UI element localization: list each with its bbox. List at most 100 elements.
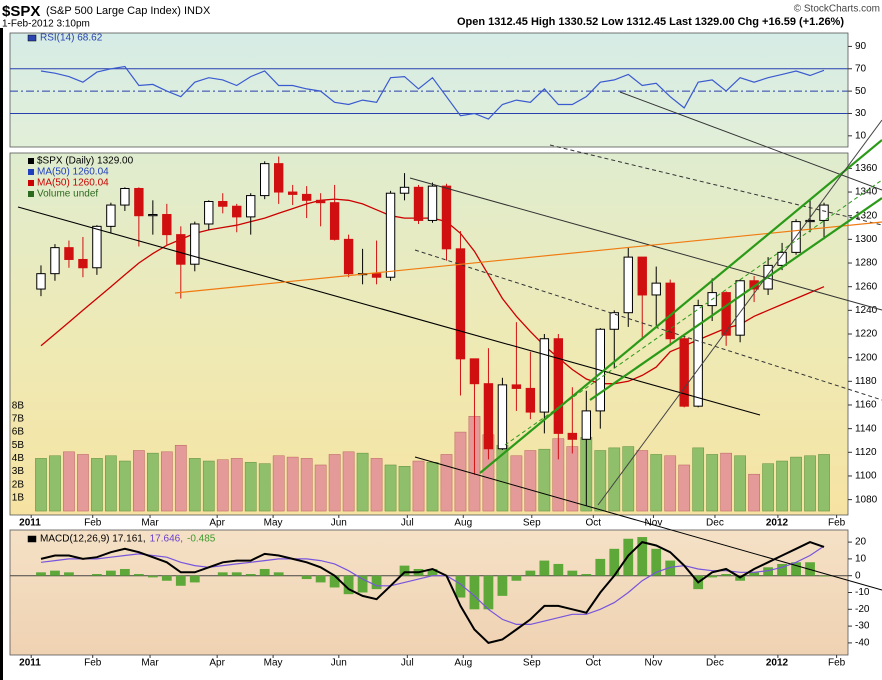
histogram-bar bbox=[259, 568, 270, 576]
date: 1-Feb-2012 3:10pm bbox=[2, 19, 90, 30]
y-tick-label: 50 bbox=[855, 86, 867, 97]
y-tick-label: 70 bbox=[855, 63, 867, 74]
histogram-bar bbox=[469, 575, 480, 610]
x-tick-label: Nov bbox=[645, 518, 663, 529]
candle-body bbox=[315, 199, 326, 204]
histogram-bar bbox=[805, 562, 815, 576]
x-tick-label: Jun bbox=[331, 518, 347, 529]
legend-label: $SPX (Daily) 1329.00 bbox=[37, 156, 134, 167]
left-edge bbox=[0, 28, 3, 680]
histogram-bar bbox=[273, 572, 284, 576]
candle-body bbox=[819, 204, 829, 221]
candle-body bbox=[371, 273, 382, 278]
volume-bar bbox=[636, 450, 649, 512]
volume-bar bbox=[202, 460, 215, 512]
histogram-bar bbox=[595, 558, 606, 576]
y-tick-label: -10 bbox=[855, 587, 870, 598]
x-tick-label: Jun bbox=[331, 658, 347, 669]
x-tick-label: Sep bbox=[523, 518, 541, 529]
y-tick-label: 0 bbox=[855, 570, 861, 581]
histogram-bar bbox=[36, 572, 46, 576]
y-tick-label: 1160 bbox=[855, 400, 877, 411]
volume-bar bbox=[398, 466, 411, 512]
volume-bar bbox=[804, 455, 816, 512]
candle-body bbox=[609, 312, 619, 330]
candle-body bbox=[204, 201, 214, 225]
volume-bar bbox=[720, 452, 732, 512]
volume-bar bbox=[594, 450, 607, 512]
x-tick-label: May bbox=[264, 518, 283, 529]
candle-body bbox=[721, 292, 731, 336]
quote: Open 1312.45 High 1330.52 Low 1312.45 La… bbox=[457, 16, 844, 28]
histogram-bar bbox=[525, 570, 536, 576]
legend-label: MA(50) 1260.04 bbox=[37, 178, 109, 189]
volume-bar bbox=[49, 455, 61, 512]
volume-bar bbox=[105, 455, 117, 512]
volume-bar bbox=[216, 459, 229, 512]
x-tick-label: Oct bbox=[586, 518, 602, 529]
histogram-bar bbox=[581, 574, 592, 576]
trend-line bbox=[597, 119, 882, 506]
y-tick-label: 1260 bbox=[855, 281, 878, 292]
volume-bar bbox=[119, 460, 131, 512]
candle-body bbox=[399, 186, 410, 194]
y-tick-label: 1180 bbox=[855, 376, 877, 387]
volume-bar bbox=[426, 462, 439, 512]
y-tick-label: -20 bbox=[855, 604, 870, 615]
volume-bar bbox=[356, 452, 369, 512]
candle-body bbox=[777, 251, 787, 266]
legend-label: RSI(14) 68.62 bbox=[40, 33, 103, 44]
candle-body bbox=[581, 410, 592, 440]
histogram-bar bbox=[483, 575, 494, 610]
candle-body bbox=[36, 273, 46, 290]
candle-body bbox=[190, 223, 200, 265]
candle-body bbox=[120, 187, 130, 206]
y2-tick-label: 3B bbox=[12, 466, 25, 477]
volume-bar bbox=[748, 473, 760, 512]
x-tick-label: Dec bbox=[706, 658, 724, 669]
legend-label: 17.646, bbox=[150, 534, 183, 545]
symbol: $SPX bbox=[2, 3, 40, 20]
candle-body bbox=[693, 305, 703, 407]
histogram-bar bbox=[301, 575, 312, 580]
candle-body bbox=[218, 201, 228, 207]
histogram-bar bbox=[147, 575, 158, 578]
candle-body bbox=[50, 247, 60, 275]
volume-bar bbox=[286, 456, 299, 512]
y-tick-label: -40 bbox=[855, 638, 870, 649]
candle-body bbox=[469, 358, 480, 385]
y-tick-label: 30 bbox=[855, 108, 867, 119]
volume-bar bbox=[272, 455, 285, 512]
histogram-bar bbox=[455, 575, 466, 598]
histogram-bar bbox=[665, 560, 676, 576]
histogram-bar bbox=[371, 575, 382, 590]
histogram-bar bbox=[707, 575, 718, 578]
candle-body bbox=[329, 202, 340, 240]
x-tick-label: Feb bbox=[828, 518, 846, 529]
x-tick-label: May bbox=[264, 658, 283, 669]
y-tick-label: 1100 bbox=[855, 471, 877, 482]
signal-line bbox=[40, 545, 825, 625]
y-tick-label: 1340 bbox=[855, 187, 878, 198]
trend-line bbox=[17, 206, 761, 416]
volume-bar bbox=[91, 458, 103, 512]
y-tick-label: 10 bbox=[855, 130, 867, 141]
histogram-bar bbox=[553, 563, 564, 576]
trend-line bbox=[589, 197, 882, 401]
x-tick-label: Aug bbox=[454, 518, 472, 529]
candle-body bbox=[623, 256, 633, 314]
y-tick-label: 20 bbox=[855, 537, 867, 548]
volume-bar bbox=[538, 448, 551, 512]
histogram-bar bbox=[427, 568, 438, 576]
candle-body bbox=[287, 191, 298, 195]
x-tick-label: Dec bbox=[706, 518, 724, 529]
symbol-name: (S&P 500 Large Cap Index) INDX bbox=[46, 5, 211, 17]
legend-label: MACD(12,26,9) 17.161, bbox=[40, 534, 146, 545]
y-tick-label: 1200 bbox=[855, 352, 878, 363]
candle-body bbox=[413, 186, 424, 221]
rsi-line bbox=[40, 65, 825, 120]
y-tick-label: 10 bbox=[855, 554, 867, 565]
candle-body bbox=[385, 192, 396, 278]
